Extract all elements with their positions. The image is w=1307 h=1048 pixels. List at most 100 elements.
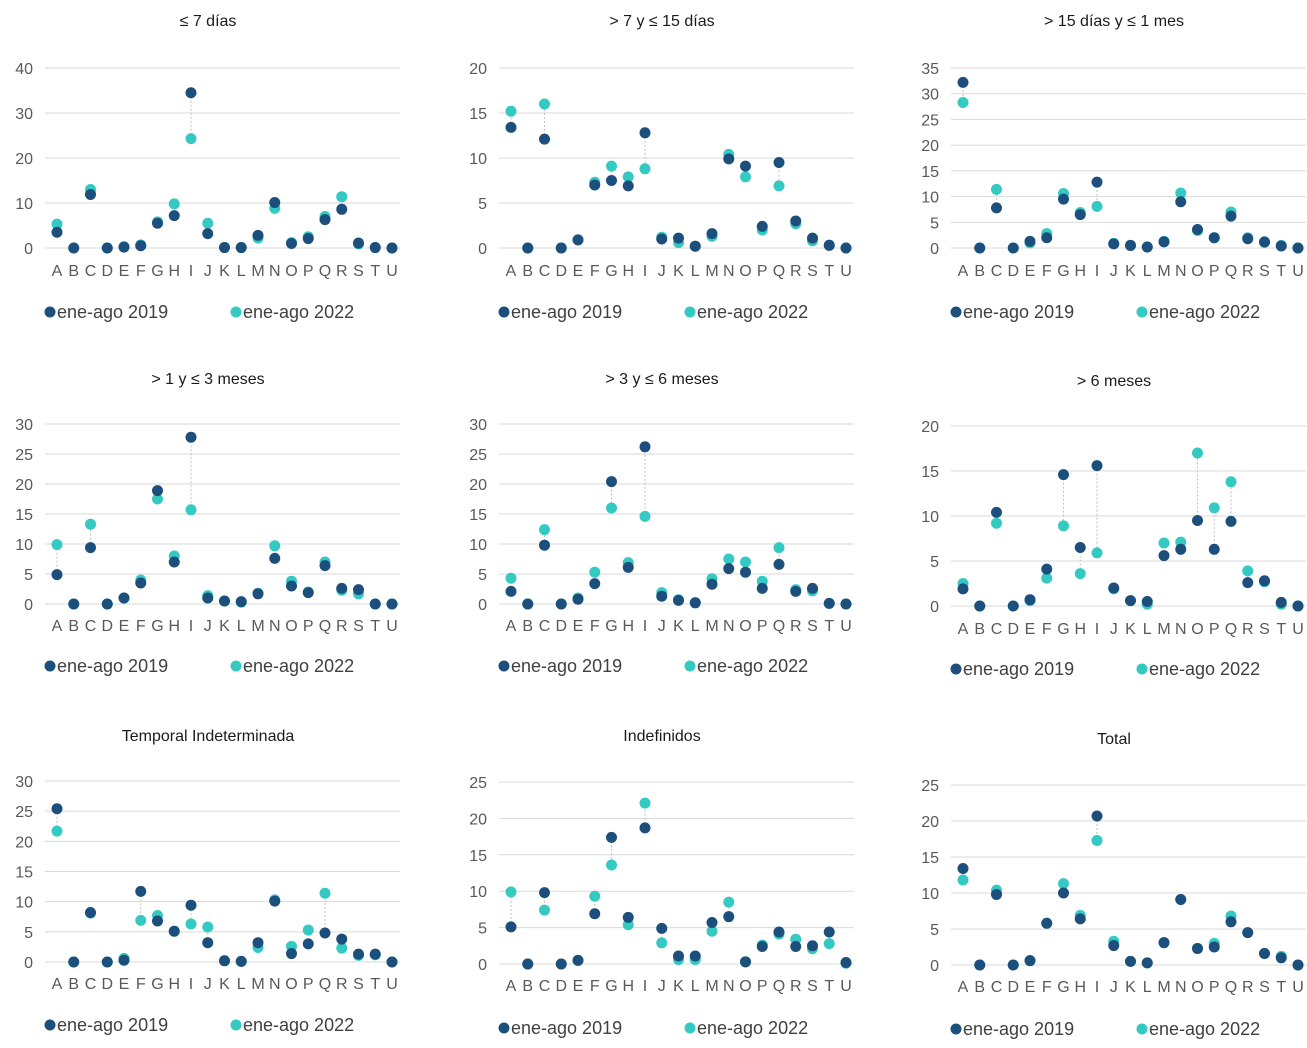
point-2019 <box>589 179 601 191</box>
point-2019 <box>235 242 247 254</box>
x-tick-label: A <box>958 621 969 638</box>
point-2019 <box>756 582 768 594</box>
point-2019 <box>1141 596 1153 607</box>
point-2019 <box>118 241 130 253</box>
y-tick-label: 20 <box>15 151 33 168</box>
x-tick-label: A <box>52 618 63 635</box>
x-tick-label: I <box>643 263 647 280</box>
x-tick-label: M <box>705 263 718 280</box>
point-2019 <box>1024 955 1036 967</box>
x-tick-label: A <box>958 263 969 280</box>
point-2019 <box>756 220 768 232</box>
point-2022 <box>539 524 550 536</box>
y-tick-label: 10 <box>469 537 487 554</box>
x-tick-label: Q <box>319 976 331 993</box>
x-tick-label: N <box>269 976 281 993</box>
point-2019 <box>286 948 297 960</box>
point-2019 <box>522 598 534 610</box>
chart-title: > 6 meses <box>1077 373 1151 390</box>
x-tick-label: R <box>790 263 802 280</box>
x-tick-label: L <box>237 976 246 993</box>
x-tick-label: F <box>136 263 146 280</box>
point-2022 <box>51 539 63 551</box>
y-tick-label: 25 <box>15 447 33 464</box>
point-2019 <box>689 240 701 252</box>
legend-label-2022: ene-ago 2022 <box>243 1015 354 1035</box>
x-tick-label: A <box>506 978 517 995</box>
y-tick-label: 0 <box>478 597 487 614</box>
point-2022 <box>773 180 785 192</box>
point-2019 <box>589 578 601 590</box>
point-2019 <box>319 560 331 572</box>
x-tick-label: S <box>807 978 818 995</box>
chart-title: Indefinidos <box>623 728 700 745</box>
point-2019 <box>1175 196 1187 208</box>
point-2019 <box>1108 940 1120 952</box>
y-tick-label: 20 <box>15 477 33 494</box>
point-2022 <box>606 859 617 871</box>
y-tick-label: 25 <box>469 447 487 464</box>
point-2022 <box>589 890 601 902</box>
x-tick-label: O <box>285 263 297 280</box>
point-2019 <box>1192 223 1203 235</box>
x-tick-label: S <box>353 618 364 635</box>
legend-marker-2019 <box>950 663 962 675</box>
point-2019 <box>336 582 348 594</box>
point-2019 <box>152 217 163 229</box>
y-tick-label: 30 <box>921 87 939 104</box>
x-tick-label: K <box>673 263 684 280</box>
x-tick-label: H <box>1074 621 1086 638</box>
point-2019 <box>773 558 785 570</box>
point-2022 <box>823 938 835 950</box>
y-tick-label: 20 <box>921 814 939 831</box>
x-tick-label: M <box>251 263 264 280</box>
point-2019 <box>974 959 986 971</box>
y-tick-label: 5 <box>930 922 939 939</box>
y-tick-label: 20 <box>469 61 487 78</box>
chart-panel: > 15 días y ≤ 1 mes 0 5 10 15 20 25 30 35 A B C D E F G… <box>921 13 1306 322</box>
x-tick-label: Q <box>773 978 785 995</box>
x-tick-label: B <box>522 263 533 280</box>
point-2022 <box>168 198 180 210</box>
legend-marker-2022 <box>230 660 242 672</box>
point-2019 <box>51 226 63 238</box>
x-tick-label: A <box>958 979 969 996</box>
point-2019 <box>1007 242 1019 254</box>
point-2019 <box>353 584 364 596</box>
x-tick-label: L <box>1143 263 1152 280</box>
point-2019 <box>135 885 147 897</box>
x-tick-label: I <box>1095 621 1099 638</box>
x-tick-label: T <box>370 618 380 635</box>
point-2019 <box>185 431 197 443</box>
y-tick-label: 0 <box>478 957 487 974</box>
x-tick-label: H <box>168 263 180 280</box>
y-tick-label: 20 <box>469 477 487 494</box>
y-tick-label: 10 <box>15 895 33 912</box>
point-2019 <box>386 956 398 968</box>
x-tick-label: G <box>1057 979 1069 996</box>
x-tick-label: Q <box>1225 621 1237 638</box>
chart-panel: ≤ 7 días 0 10 20 30 40 A B C D E F G H I J K L M N O P Q R S T Uen… <box>15 13 400 322</box>
y-tick-label: 20 <box>921 138 939 155</box>
point-2019 <box>773 926 785 938</box>
point-2022 <box>1091 200 1103 212</box>
chart-title: > 15 días y ≤ 1 mes <box>1044 13 1184 30</box>
point-2019 <box>1125 955 1136 967</box>
point-2019 <box>723 563 735 575</box>
x-tick-label: Q <box>319 263 331 280</box>
point-2019 <box>840 957 852 969</box>
x-tick-label: B <box>974 979 985 996</box>
legend-marker-2022 <box>684 306 696 318</box>
point-2019 <box>353 237 364 249</box>
point-2019 <box>1158 550 1170 562</box>
point-2019 <box>673 232 684 244</box>
point-2019 <box>1007 600 1019 612</box>
point-2019 <box>252 937 264 949</box>
point-2022 <box>991 517 1002 529</box>
legend-marker-2019 <box>44 306 56 318</box>
x-tick-label: U <box>386 263 398 280</box>
point-2019 <box>840 598 852 610</box>
x-tick-label: D <box>101 263 113 280</box>
y-tick-label: 35 <box>921 61 939 78</box>
point-2019 <box>555 242 567 254</box>
